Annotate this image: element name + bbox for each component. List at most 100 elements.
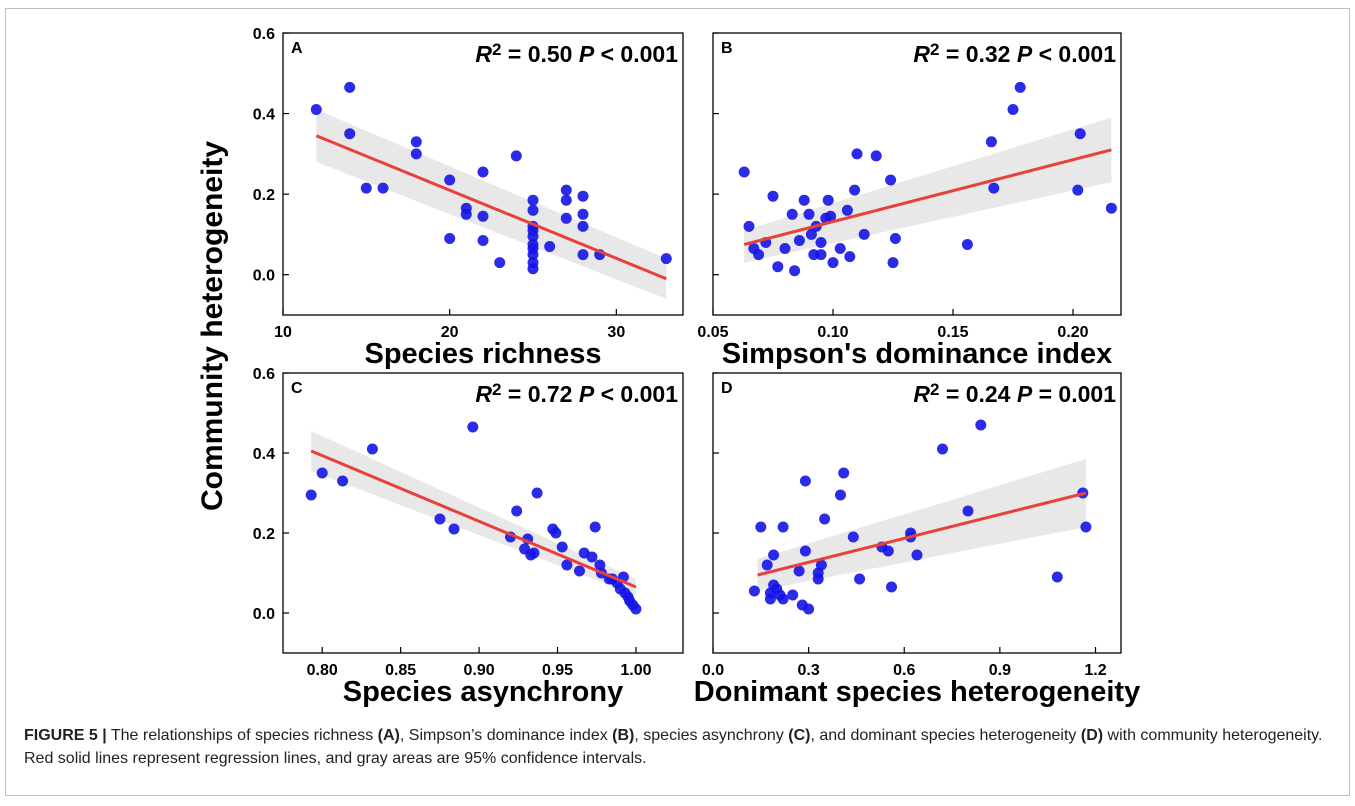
data-point [527,194,539,206]
data-point [494,257,506,269]
data-point [511,505,523,517]
data-point [819,513,831,525]
x-tick-label: 0.10 [817,324,848,341]
data-point [544,241,556,252]
regression-line [315,134,667,281]
data-point [799,545,811,557]
caption-text-1: The relationships of species richness [106,727,378,744]
data-point [527,204,539,216]
panel-label: B [721,40,733,57]
data-point [911,549,923,561]
caption-panel-b: (B) [612,727,635,744]
panel-label: A [291,40,303,57]
data-point [777,593,789,605]
data-point [885,174,897,186]
data-point [743,220,755,232]
data-point [577,208,589,220]
data-point [1074,128,1086,140]
x-tick-label: 0.95 [542,662,573,679]
y-tick-label: 0.2 [253,526,275,543]
data-point [812,573,824,585]
data-point [822,194,834,206]
data-point [789,265,801,277]
stats-annotation: R2 = 0.32 P < 0.001 [913,40,1116,67]
data-point [803,603,815,615]
data-point [561,559,573,571]
caption-panel-a: (A) [377,727,400,744]
x-tick-label: 0.3 [798,662,820,679]
data-point [410,136,422,148]
x-tick-label: 0.0 [702,662,724,679]
confidence-band [757,459,1086,591]
confidence-band [316,109,667,299]
caption-text-3: , species asynchrony [634,727,789,744]
x-tick-label: 0.6 [893,662,915,679]
x-tick-label: 0.05 [697,324,728,341]
data-point [815,237,827,248]
data-point [444,233,456,244]
y-tick-label: 0.4 [253,107,275,124]
data-point [460,208,472,220]
data-point [805,228,817,240]
data-point [975,419,987,431]
data-point [799,475,811,487]
data-point [815,559,827,571]
x-tick-label: 0.80 [307,662,338,679]
data-point [560,212,572,224]
data-point [310,104,322,115]
x-tick-label: 10 [274,324,292,341]
data-point [574,565,585,577]
data-point [748,585,760,597]
data-point [988,182,1000,194]
data-point [755,521,767,533]
data-point [589,521,601,533]
data-point [434,513,446,525]
data-point [849,184,861,196]
data-point [1072,184,1084,196]
data-point [834,243,846,254]
data-point [854,573,866,585]
y-tick-label: 0.0 [253,606,275,623]
y-tick-label: 0.6 [253,26,275,43]
x-tick-label: 1.00 [620,662,651,679]
data-point [377,182,389,194]
data-point [1080,521,1092,533]
data-point [305,489,317,501]
caption-panel-c: (C) [788,727,811,744]
data-point [985,136,997,148]
data-point [851,148,863,160]
data-point [841,204,853,216]
data-point [803,208,815,220]
x-tick-label: 30 [607,324,625,341]
data-point [844,251,856,263]
data-point [793,235,805,246]
data-point [887,257,899,269]
regression-line [310,449,637,589]
data-point [764,593,776,605]
data-point [560,184,572,196]
plot-frame [282,372,684,654]
y-tick-label: 0.4 [253,446,275,463]
data-point [337,475,349,487]
data-point [937,443,948,455]
data-point [787,589,799,601]
plot-frame [282,32,684,316]
x-tick-label: 0.15 [937,324,968,341]
caption-panel-d: (D) [1080,727,1104,744]
data-point [1007,104,1019,115]
x-tick-label: 0.85 [385,662,416,679]
data-point [527,263,539,275]
data-point [825,210,837,222]
data-point [527,249,539,261]
data-point [858,228,870,240]
x-axis-label: Simpson's dominance index [722,338,1112,370]
regression-line [743,148,1112,246]
stats-annotation: R2 = 0.50 P < 0.001 [475,40,678,67]
data-point [847,531,859,543]
panel-label: C [291,380,303,397]
data-point [344,128,356,140]
data-point [360,182,372,194]
y-tick-label: 0.0 [253,268,275,285]
data-point [577,220,589,232]
